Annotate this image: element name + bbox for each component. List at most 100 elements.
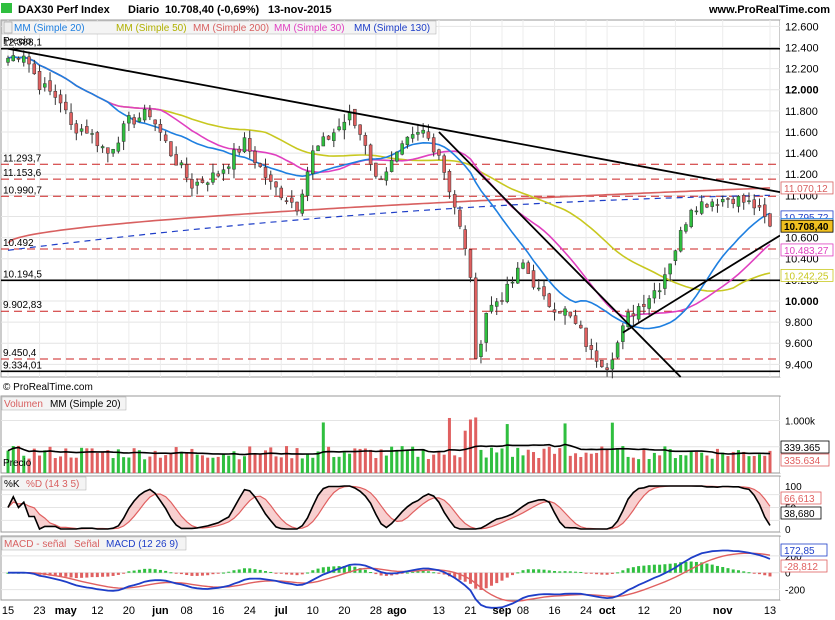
legend-ma20[interactable]: MM (Simple 20) (14, 23, 85, 34)
volume-bar (127, 457, 131, 473)
x-tick-label: 16 (548, 605, 560, 617)
stochastic-tag-label: 38,680 (784, 509, 815, 520)
macd-hist-bar (206, 572, 210, 576)
macd-hist-bar (106, 572, 110, 577)
price-change: 10.708,40 (-0,69%) (165, 4, 260, 16)
volume-bars (6, 417, 772, 473)
candle-body (605, 367, 609, 370)
volume-bar (579, 456, 583, 473)
ma200-line (7, 187, 771, 244)
volume-bar (122, 457, 126, 473)
macd-hist-bar (116, 572, 120, 575)
legend-ma50[interactable]: MM (Simple 50) (116, 23, 187, 34)
level-label: 10.492 (3, 238, 34, 249)
candle-body (221, 169, 226, 174)
legend-vol-ma[interactable]: MM (Simple 20) (50, 399, 121, 410)
candle-body (305, 171, 310, 196)
candle-body (53, 90, 58, 98)
volume-bar (227, 455, 231, 473)
volume-bar (731, 451, 735, 473)
x-tick-label: 12 (91, 605, 103, 617)
candle-body (163, 134, 168, 142)
volume-bar (369, 449, 373, 473)
legend-close-icon[interactable] (3, 21, 13, 34)
legend-macd[interactable]: MACD (12 26 9) (106, 539, 178, 550)
volume-bar (510, 456, 514, 473)
candle-body (752, 199, 756, 209)
candle-body (689, 209, 693, 227)
volume-bar (348, 453, 352, 473)
macd-hist-bar (631, 567, 635, 573)
volume-bar (416, 456, 420, 473)
macd-hist-bar (300, 572, 304, 575)
macd-hist-bar (59, 572, 63, 577)
macd-hist-bar (269, 571, 273, 573)
legend-ma30[interactable]: MM (Simple 30) (274, 23, 345, 34)
candle-body (547, 293, 552, 307)
candle-body (705, 204, 709, 208)
macd-hist-bar (626, 568, 630, 573)
candle-body (95, 132, 100, 147)
macd-hist-bar (532, 569, 536, 573)
candle-body (300, 193, 305, 214)
candle-body (389, 160, 394, 172)
volume-bar (169, 453, 173, 473)
legend-ma200[interactable]: MM (Simple 200) (193, 23, 269, 34)
candle-body (363, 135, 368, 146)
candle-body (626, 312, 630, 328)
right-tag-box (780, 243, 834, 257)
stochastic-fill (8, 486, 770, 529)
macd-hist-bar (306, 572, 310, 574)
candle-body (27, 56, 31, 65)
macd-hist-bar (122, 572, 126, 574)
macd-hist-bar (80, 572, 84, 578)
candle-body (600, 359, 604, 367)
candle-body (589, 345, 594, 350)
date-label: 13-nov-2015 (268, 4, 332, 16)
level-label: 10.194,5 (3, 269, 42, 280)
x-tick-label: 08 (181, 605, 193, 617)
candle-body (127, 115, 131, 124)
candle-body (232, 149, 236, 170)
legend-ma130[interactable]: MM (Simple 130) (354, 23, 430, 34)
macd-hist-bar (752, 572, 756, 574)
candle-body (762, 204, 767, 217)
volume-bar (295, 448, 299, 473)
macd-hist-bar (216, 572, 220, 574)
volume-bar (200, 455, 204, 473)
price-tick-label: 9.800 (785, 317, 813, 329)
site-label[interactable]: www.ProRealTime.com (708, 4, 830, 16)
volume-bar (6, 450, 10, 473)
volume-bar (474, 417, 478, 473)
candle-body (558, 311, 562, 314)
macd-hist-bar (616, 572, 620, 574)
volume-bar (363, 448, 367, 473)
price-tick-label: 11.400 (785, 148, 818, 160)
candle-body (736, 196, 741, 207)
volume-bar (605, 449, 609, 473)
legend-macd-signal[interactable]: MACD - señal (4, 539, 66, 550)
candle-body (426, 131, 431, 139)
right-tag-box (780, 219, 834, 233)
candle-body (342, 121, 347, 131)
x-tick-label: 28 (370, 605, 382, 617)
macd-hist-bar (384, 572, 388, 576)
candle-body (500, 300, 504, 302)
legend-pd[interactable]: %D (14 3 5) (26, 479, 79, 490)
macd-hist-bar (647, 565, 651, 573)
macd-hist-bar (148, 568, 152, 573)
price-tick-label: 12.200 (785, 64, 819, 76)
legend-senal[interactable]: Señal (74, 539, 100, 550)
legend-volumen[interactable]: Volumen (4, 399, 43, 410)
legend-pk[interactable]: %K (4, 479, 20, 490)
candle-body (16, 57, 21, 60)
volume-bar (563, 423, 567, 473)
volume-bar (316, 451, 320, 473)
macd-hist-bar (510, 572, 514, 576)
candle-body (442, 155, 446, 173)
candle-body (668, 263, 672, 275)
x-tick-label: 13 (433, 605, 445, 617)
macd-hist-bar (421, 570, 425, 573)
